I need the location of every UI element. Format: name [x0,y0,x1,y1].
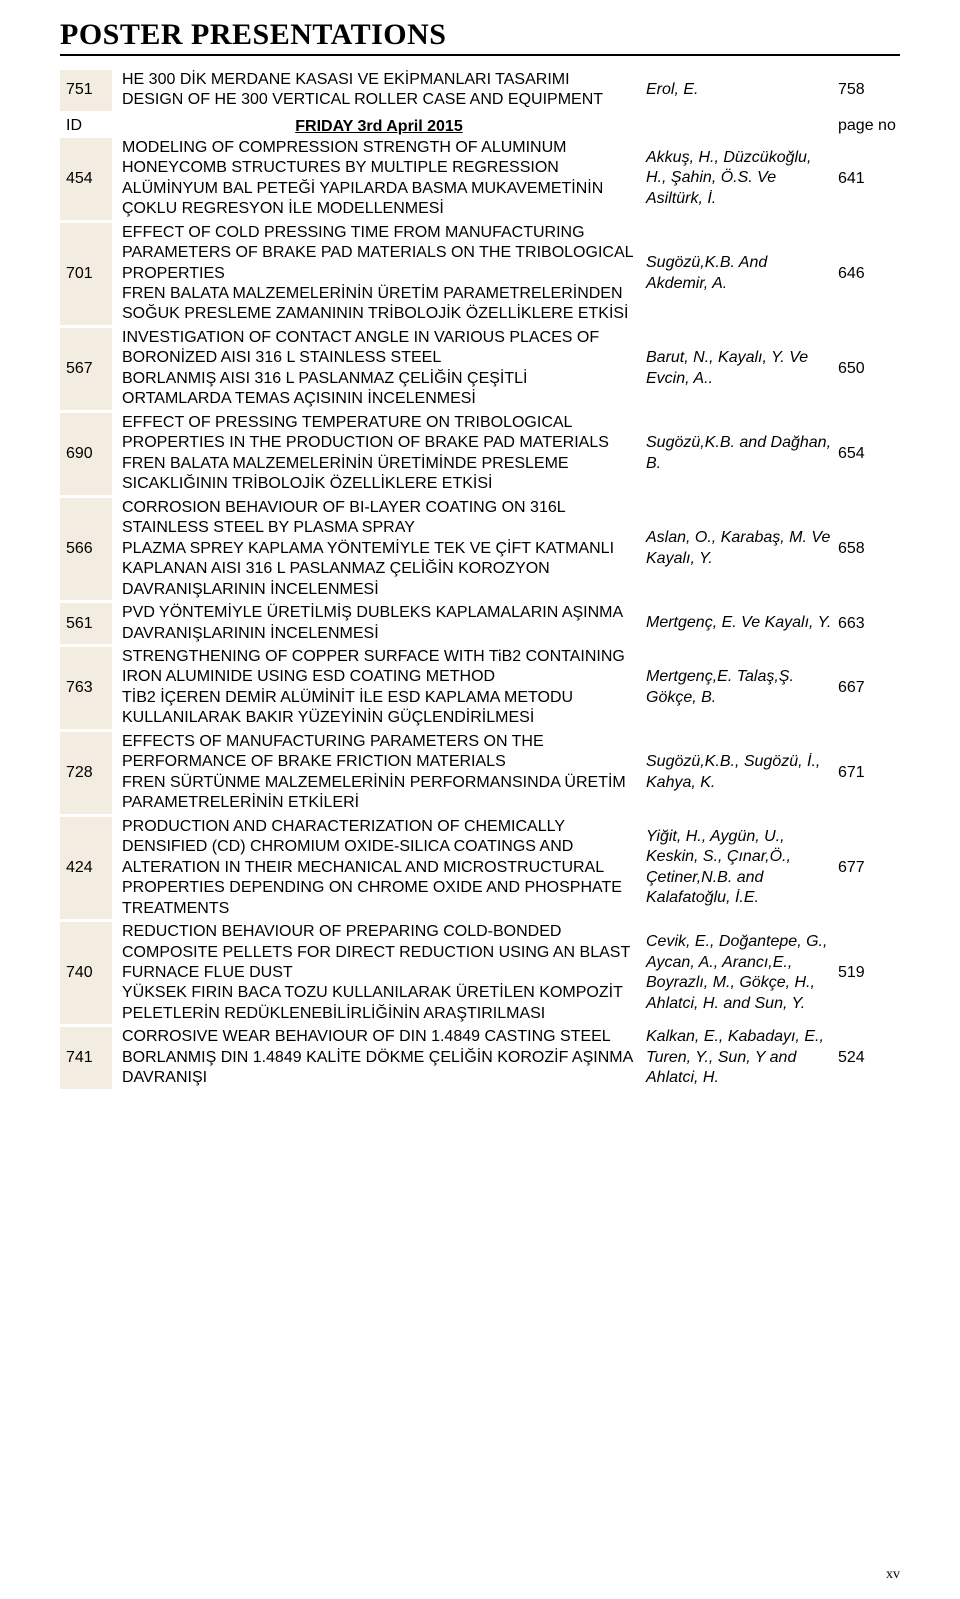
row-page: 758 [838,70,900,111]
row-id: 567 [60,328,112,410]
table-row: 763STRENGTHENING OF COPPER SURFACE WITH … [60,647,900,729]
row-description: PVD YÖNTEMİYLE ÜRETİLMİŞ DUBLEKS KAPLAMA… [112,603,646,644]
row-description: STRENGTHENING OF COPPER SURFACE WITH TiB… [112,647,646,729]
row-id: 566 [60,498,112,600]
row-description: HE 300 DİK MERDANE KASASI VE EKİPMANLARI… [112,70,646,111]
row-description: EFFECTS OF MANUFACTURING PARAMETERS ON T… [112,732,646,814]
row-id: 728 [60,732,112,814]
row-authors: Sugözü,K.B. And Akdemir, A. [646,223,838,325]
row-authors: Barut, N., Kayalı, Y. Ve Evcin, A.. [646,328,838,410]
table-row: 741CORROSIVE WEAR BEHAVIOUR OF DIN 1.484… [60,1027,900,1088]
table-row: 566CORROSION BEHAVIOUR OF BI-LAYER COATI… [60,498,900,600]
table-row: 740REDUCTION BEHAVIOUR OF PREPARING COLD… [60,922,900,1024]
row-id: 454 [60,138,112,220]
row-page: 658 [838,498,900,600]
row-authors: Erol, E. [646,70,838,111]
row-description-text: STRENGTHENING OF COPPER SURFACE WITH TiB… [122,647,636,729]
row-authors: Yiğit, H., Aygün, U., Keskin, S., Çınar,… [646,817,838,919]
row-page: 654 [838,413,900,495]
row-description-text: MODELING OF COMPRESSION STRENGTH OF ALUM… [122,138,636,220]
page-footer: xv [886,1567,900,1583]
row-description-text: EFFECT OF COLD PRESSING TIME FROM MANUFA… [122,223,636,325]
row-id: 751 [60,70,112,111]
section-header-row: ID FRIDAY 3rd April 2015 page no [60,117,900,138]
page-title: POSTER PRESENTATIONS [60,18,900,56]
row-description: REDUCTION BEHAVIOUR OF PREPARING COLD-BO… [112,922,646,1024]
row-description-text: EFFECT OF PRESSING TEMPERATURE ON TRIBOL… [122,413,636,495]
row-page: 641 [838,138,900,220]
section-title: FRIDAY 3rd April 2015 [122,117,636,138]
row-id: 763 [60,647,112,729]
row-authors: Mertgenç,E. Talaş,Ş. Gökçe, B. [646,647,838,729]
row-authors: Aslan, O., Karabaş, M. Ve Kayalı, Y. [646,498,838,600]
row-description-text: CORROSIVE WEAR BEHAVIOUR OF DIN 1.4849 C… [122,1027,636,1088]
row-description: CORROSIVE WEAR BEHAVIOUR OF DIN 1.4849 C… [112,1027,646,1088]
row-id: 701 [60,223,112,325]
row-description: CORROSION BEHAVIOUR OF BI-LAYER COATING … [112,498,646,600]
table-row: 701EFFECT OF COLD PRESSING TIME FROM MAN… [60,223,900,325]
row-id: 690 [60,413,112,495]
row-page: 671 [838,732,900,814]
row-id: 424 [60,817,112,919]
row-page: 667 [838,647,900,729]
column-header-pageno: page no [838,117,900,138]
row-id: 561 [60,603,112,644]
row-description: EFFECT OF COLD PRESSING TIME FROM MANUFA… [112,223,646,325]
row-page: 677 [838,817,900,919]
column-header-id: ID [60,117,112,138]
row-description-text: CORROSION BEHAVIOUR OF BI-LAYER COATING … [122,498,636,600]
table-row: 728EFFECTS OF MANUFACTURING PARAMETERS O… [60,732,900,814]
row-authors: Mertgenç, E. Ve Kayalı, Y. [646,603,838,644]
row-description-text: HE 300 DİK MERDANE KASASI VE EKİPMANLARI… [122,70,636,111]
row-description-text: PRODUCTION AND CHARACTERIZATION OF CHEMI… [122,817,636,919]
row-description: EFFECT OF PRESSING TEMPERATURE ON TRIBOL… [112,413,646,495]
row-authors: Sugözü,K.B. and Dağhan, B. [646,413,838,495]
row-id: 740 [60,922,112,1024]
row-description-text: PVD YÖNTEMİYLE ÜRETİLMİŞ DUBLEKS KAPLAMA… [122,603,636,644]
row-description-text: INVESTIGATION OF CONTACT ANGLE IN VARIOU… [122,328,636,410]
row-description-text: REDUCTION BEHAVIOUR OF PREPARING COLD-BO… [122,922,636,1024]
page-container: POSTER PRESENTATIONS 751 HE 300 DİK MERD… [0,0,960,1599]
table-row: 751 HE 300 DİK MERDANE KASASI VE EKİPMAN… [60,70,900,111]
table-row: 424PRODUCTION AND CHARACTERIZATION OF CH… [60,817,900,919]
table-body: 454MODELING OF COMPRESSION STRENGTH OF A… [60,138,900,1089]
table-row: 561PVD YÖNTEMİYLE ÜRETİLMİŞ DUBLEKS KAPL… [60,603,900,644]
table-row: 567INVESTIGATION OF CONTACT ANGLE IN VAR… [60,328,900,410]
column-header-authors [646,117,838,138]
row-description-text: EFFECTS OF MANUFACTURING PARAMETERS ON T… [122,732,636,814]
section-title-cell: FRIDAY 3rd April 2015 [112,117,646,138]
table-row: 454MODELING OF COMPRESSION STRENGTH OF A… [60,138,900,220]
row-page: 663 [838,603,900,644]
row-authors: Cevik, E., Doğantepe, G., Aycan, A., Ara… [646,922,838,1024]
row-id: 741 [60,1027,112,1088]
row-authors: Sugözü,K.B., Sugözü, İ., Kahya, K. [646,732,838,814]
row-page: 519 [838,922,900,1024]
row-description: INVESTIGATION OF CONTACT ANGLE IN VARIOU… [112,328,646,410]
row-page: 650 [838,328,900,410]
row-page: 524 [838,1027,900,1088]
row-description: PRODUCTION AND CHARACTERIZATION OF CHEMI… [112,817,646,919]
row-authors: Akkuş, H., Düzcükoğlu, H., Şahin, Ö.S. V… [646,138,838,220]
table-row: 690EFFECT OF PRESSING TEMPERATURE ON TRI… [60,413,900,495]
row-authors: Kalkan, E., Kabadayı, E., Turen, Y., Sun… [646,1027,838,1088]
row-description: MODELING OF COMPRESSION STRENGTH OF ALUM… [112,138,646,220]
row-page: 646 [838,223,900,325]
